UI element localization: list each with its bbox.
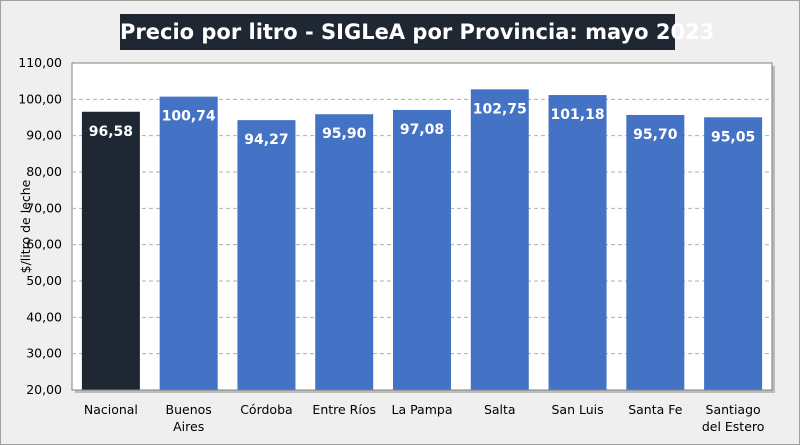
bar xyxy=(315,114,374,390)
y-tick-label: 50,00 xyxy=(26,273,62,288)
bar xyxy=(81,111,140,390)
x-tick-label: Santa Fe xyxy=(628,402,683,417)
data-label: 101,18 xyxy=(551,107,605,123)
data-label: 95,70 xyxy=(633,127,678,143)
bar xyxy=(237,120,296,390)
x-tick-label: Entre Ríos xyxy=(312,402,376,417)
data-label: 96,58 xyxy=(89,124,133,140)
y-tick-label: 90,00 xyxy=(26,128,62,143)
x-tick-label: del Estero xyxy=(702,419,765,434)
bar xyxy=(470,89,529,390)
x-tick-label: San Luis xyxy=(551,402,603,417)
data-label: 97,08 xyxy=(400,122,444,138)
data-label: 94,27 xyxy=(244,132,288,148)
y-tick-label: 80,00 xyxy=(26,164,62,179)
y-tick-label: 30,00 xyxy=(26,346,62,361)
x-tick-label: Aires xyxy=(173,419,204,434)
bar xyxy=(548,95,607,391)
data-label: 95,05 xyxy=(711,129,755,145)
bar xyxy=(626,114,685,390)
x-tick-label: Buenos xyxy=(166,402,212,417)
bar xyxy=(159,96,218,391)
x-tick-label: Nacional xyxy=(84,402,138,417)
data-label: 100,74 xyxy=(162,109,216,125)
data-label: 102,75 xyxy=(473,101,527,117)
y-tick-label: 110,00 xyxy=(18,55,62,70)
x-tick-label: La Pampa xyxy=(391,402,452,417)
bar xyxy=(704,117,763,391)
data-label: 95,90 xyxy=(322,126,367,142)
y-tick-label: 60,00 xyxy=(26,237,62,252)
x-tick-label: Salta xyxy=(484,402,516,417)
y-tick-label: 100,00 xyxy=(18,91,62,106)
x-tick-label: Córdoba xyxy=(240,402,292,417)
y-axis-title: $/litro de leche xyxy=(18,179,33,273)
y-tick-label: 40,00 xyxy=(26,309,62,324)
bar xyxy=(393,109,451,391)
x-tick-label: Santiago xyxy=(706,402,761,417)
chart-title: Precio por litro - SIGLeA por Provincia:… xyxy=(120,14,714,50)
y-tick-label: 20,00 xyxy=(26,382,62,397)
y-tick-label: 70,00 xyxy=(26,200,62,215)
